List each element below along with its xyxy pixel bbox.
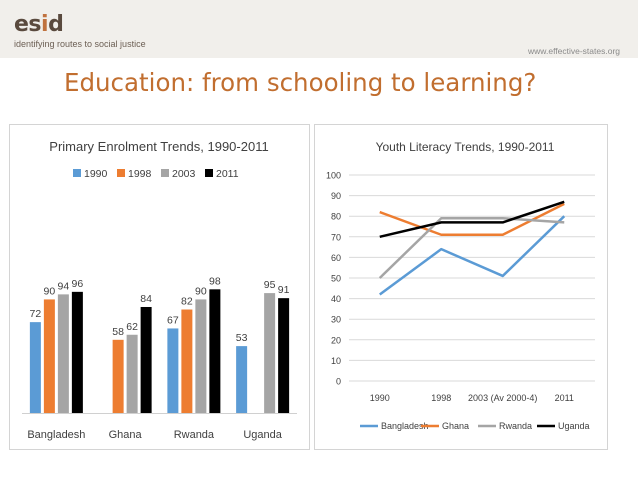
bar-bangladesh-1990 <box>29 322 41 413</box>
legend-label-2003: 2003 <box>172 168 196 180</box>
y-tick-label-60: 60 <box>331 253 341 263</box>
legend-label-uganda: Uganda <box>558 421 590 431</box>
logo-tagline: identifying routes to social justice <box>14 39 146 49</box>
line-series-uganda <box>379 200 565 239</box>
literacy-line-chart: Youth Literacy Trends, 1990-2011 0 10 20 30 4… <box>326 140 595 431</box>
bar-data-label-bangladesh-1990: 72 <box>30 308 42 320</box>
y-tick-label-30: 30 <box>331 315 341 325</box>
legend-label-ghana: Ghana <box>442 421 469 431</box>
bar-chart-title: Primary Enrolment Trends, 1990-2011 <box>49 139 268 154</box>
x-tick-label-3: 2011 <box>555 393 574 403</box>
bar-rwanda-2003 <box>195 299 207 413</box>
bar-data-label-uganda-1990: 53 <box>236 332 248 344</box>
enrolment-chart-panel: Primary Enrolment Trends, 1990-2011 1990 1… <box>9 124 310 450</box>
x-tick-label-2: 2003 (Av 2000-4) <box>468 393 537 403</box>
bar-data-label-bangladesh-2011: 96 <box>72 278 84 290</box>
enrolment-bar-chart: Primary Enrolment Trends, 1990-2011 1990 1… <box>22 139 297 441</box>
line-chart-title: Youth Literacy Trends, 1990-2011 <box>376 140 555 154</box>
bar-uganda-2011 <box>278 298 290 413</box>
bar-bangladesh-2003 <box>57 294 69 413</box>
website-url: www.effective-states.org <box>528 46 620 56</box>
bar-bangladesh-2011 <box>71 291 83 413</box>
legend-swatch-1998 <box>117 169 125 177</box>
bar-rwanda-2011 <box>209 289 221 413</box>
logo-prefix: es <box>14 12 42 37</box>
bar-data-label-uganda-2011: 91 <box>278 284 290 296</box>
bar-data-label-rwanda-2011: 98 <box>209 275 221 287</box>
bar-bangladesh-1998 <box>43 299 55 413</box>
legend-swatch-1990 <box>73 169 81 177</box>
x-tick-label-0: 1990 <box>370 393 390 403</box>
bar-rwanda-1998 <box>181 309 193 413</box>
y-tick-label-50: 50 <box>331 274 341 284</box>
bar-ghana-2003 <box>126 334 138 413</box>
legend-label-bangladesh: Bangladesh <box>381 421 429 431</box>
bar-uganda-1990 <box>236 346 248 413</box>
bar-data-label-bangladesh-1998: 90 <box>44 285 56 297</box>
bar-category-label-ghana: Ghana <box>109 429 143 441</box>
esid-logo: esid identifying routes to social justic… <box>14 14 146 50</box>
bar-category-label-bangladesh: Bangladesh <box>27 429 85 441</box>
bar-data-label-ghana-1998: 58 <box>112 326 124 338</box>
bar-data-label-bangladesh-2003: 94 <box>58 280 70 292</box>
bar-data-label-rwanda-1998: 82 <box>181 296 193 308</box>
bar-data-label-ghana-2011: 84 <box>140 293 152 305</box>
line-series-rwanda <box>378 217 565 279</box>
logo-wordmark: esid <box>14 14 146 36</box>
bar-data-label-uganda-2003: 95 <box>264 279 276 291</box>
literacy-chart-panel: Youth Literacy Trends, 1990-2011 0 10 20 30 4… <box>314 124 608 450</box>
logo-suffix: d <box>48 12 64 37</box>
y-tick-label-70: 70 <box>331 232 341 242</box>
y-tick-label-100: 100 <box>326 171 341 181</box>
y-tick-label-40: 40 <box>331 294 341 304</box>
legend-label-1998: 1998 <box>128 168 152 180</box>
y-tick-label-80: 80 <box>331 212 341 222</box>
bar-data-label-rwanda-2003: 90 <box>195 285 207 297</box>
legend-swatch-2011 <box>205 169 213 177</box>
bar-ghana-2011 <box>140 306 152 413</box>
bar-ghana-1998 <box>112 339 124 413</box>
logo-accent: i <box>41 12 49 37</box>
line-series-bangladesh <box>379 215 566 296</box>
bar-data-label-rwanda-1990: 67 <box>167 314 179 326</box>
y-tick-label-20: 20 <box>331 335 341 345</box>
header-band <box>0 0 638 58</box>
y-tick-label-10: 10 <box>331 356 341 366</box>
y-tick-label-0: 0 <box>336 377 341 387</box>
y-tick-label-90: 90 <box>331 191 341 201</box>
bar-category-label-uganda: Uganda <box>243 429 282 441</box>
legend-label-rwanda: Rwanda <box>499 421 532 431</box>
bar-uganda-2003 <box>264 293 276 413</box>
legend-label-2011: 2011 <box>216 168 239 180</box>
bar-data-label-ghana-2003: 62 <box>126 321 138 333</box>
slide-title: Education: from schooling to learning? <box>64 68 537 97</box>
legend-swatch-2003 <box>161 169 169 177</box>
bar-category-label-rwanda: Rwanda <box>174 429 215 441</box>
bar-rwanda-1990 <box>167 328 179 413</box>
legend-label-1990: 1990 <box>84 168 108 180</box>
x-tick-label-1: 1998 <box>431 393 451 403</box>
